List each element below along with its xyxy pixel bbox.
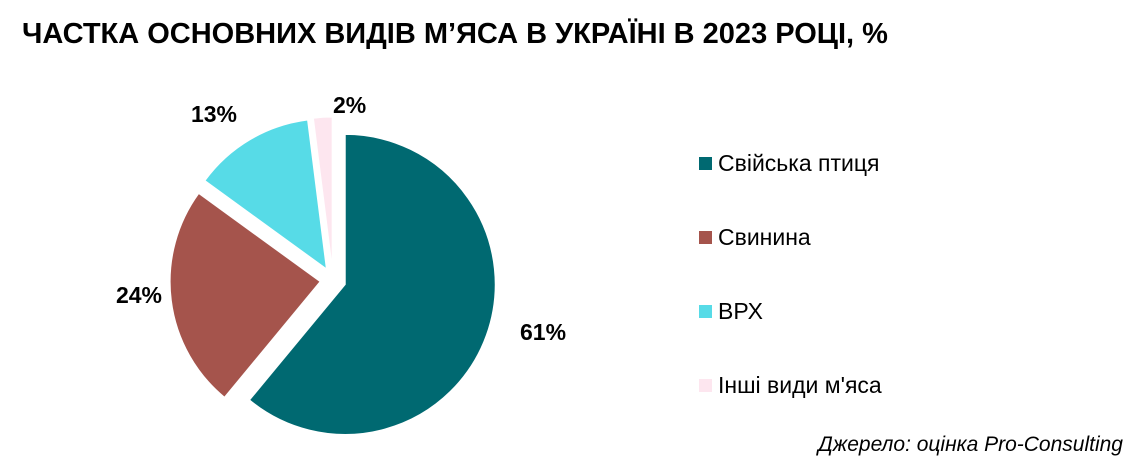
legend-label: Свійська птиця [718,149,880,176]
chart-legend: Свійська птиця Свинина ВРХ Інші види м'яса [699,126,882,422]
data-label-beef: 13% [191,101,237,127]
data-label-pork: 24% [116,282,162,308]
legend-swatch [699,304,712,318]
data-label-poultry: 61% [520,319,566,345]
pie-slice-beef [204,119,328,270]
legend-label: Інші види м'яса [718,371,882,398]
legend-item-other: Інші види м'яса [699,348,882,422]
legend-item-beef: ВРХ [699,274,882,348]
pie-slice-poultry [248,133,496,435]
chart-title: ЧАСТКА ОСНОВНИХ ВИДІВ М’ЯСА В УКРАЇНІ В … [22,18,888,50]
legend-label: Свинина [718,223,811,250]
legend-item-poultry: Свійська птиця [699,126,882,200]
data-label-other: 2% [333,92,366,118]
pie-slice-pork [169,192,321,398]
legend-item-pork: Свинина [699,200,882,274]
pie-slice-other [312,116,333,268]
source-note: Джерело: оцінка Pro-Consulting [817,433,1123,456]
legend-swatch [699,156,712,170]
legend-swatch [699,230,712,244]
legend-label: ВРХ [718,297,763,324]
legend-swatch [699,378,712,392]
